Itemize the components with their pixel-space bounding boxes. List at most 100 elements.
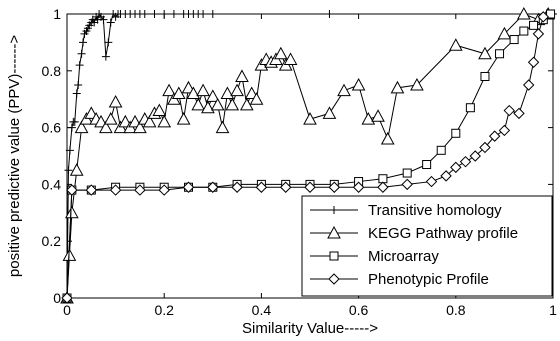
data-point — [186, 86, 201, 100]
data-point — [503, 104, 515, 117]
data-point — [279, 181, 292, 193]
data-point — [65, 146, 74, 155]
data-point — [75, 61, 84, 70]
y-tick-label: 0.4 — [42, 176, 62, 192]
data-point — [509, 35, 519, 45]
series-plus — [63, 10, 557, 302]
data-point — [378, 174, 388, 184]
data-point — [239, 97, 254, 111]
y-axis-label: positive predictive value (PPV)------> — [6, 35, 23, 277]
data-point — [210, 97, 225, 111]
data-point — [220, 86, 235, 100]
data-point — [152, 103, 167, 117]
data-point — [199, 10, 208, 18]
legend: Transitive homology KEGG Pathway profile M… — [301, 195, 553, 297]
data-point — [328, 181, 341, 193]
data-point — [191, 97, 206, 111]
data-point — [208, 10, 217, 18]
axis-ticks: 0 0.2 0.4 0.6 0.8 1 0 0.2 0.4 0.6 0.8 1 — [42, 6, 558, 318]
data-point — [74, 81, 83, 89]
data-point — [158, 184, 170, 196]
data-point — [65, 205, 79, 219]
legend-entry: KEGG Pathway profile — [310, 225, 518, 242]
data-point — [351, 77, 366, 91]
series-diamond — [61, 11, 549, 304]
data-point — [109, 184, 122, 196]
data-point — [207, 181, 219, 193]
data-point — [142, 114, 157, 128]
data-point — [66, 184, 78, 196]
x-tick-label: 1 — [549, 302, 557, 318]
data-point — [106, 18, 115, 27]
data-point — [516, 6, 531, 20]
y-tick-label: 0.2 — [42, 233, 62, 249]
data-point — [283, 52, 298, 65]
data-point — [101, 52, 110, 61]
legend-marker — [328, 273, 340, 285]
data-point — [377, 181, 389, 193]
legend-marker — [327, 225, 341, 239]
legend-entry: Microarray — [310, 248, 439, 265]
data-point — [99, 15, 108, 24]
data-point — [99, 120, 113, 134]
data-point — [532, 28, 545, 40]
data-point — [527, 56, 540, 68]
data-point — [450, 161, 462, 174]
data-point — [150, 10, 159, 18]
data-point — [425, 175, 438, 188]
data-point — [273, 46, 288, 60]
data-point — [182, 181, 195, 193]
data-point — [497, 26, 512, 40]
series-layer — [60, 6, 557, 304]
data-point — [157, 114, 172, 128]
data-point — [171, 86, 186, 100]
data-point — [469, 150, 481, 162]
data-point — [371, 109, 385, 122]
data-point — [160, 10, 169, 18]
data-point — [529, 20, 539, 30]
data-point — [436, 145, 446, 155]
data-point — [205, 89, 220, 102]
data-point — [235, 69, 249, 82]
legend-entry: Phenotypic Profile — [310, 271, 489, 288]
data-point — [215, 120, 230, 134]
data-point — [85, 184, 98, 196]
data-point — [74, 120, 89, 134]
legend-label: Transitive homology — [368, 202, 502, 219]
data-point — [422, 160, 432, 170]
data-point — [176, 112, 191, 125]
data-point — [249, 92, 264, 105]
legend-marker — [330, 206, 338, 214]
data-point — [410, 77, 424, 91]
data-point — [134, 184, 146, 196]
data-point — [108, 94, 123, 108]
data-point — [337, 83, 351, 97]
data-point — [465, 103, 475, 113]
series-triangle — [60, 6, 555, 304]
data-point — [64, 166, 73, 175]
data-point — [304, 181, 316, 193]
x-tick-label: 0.4 — [252, 302, 272, 318]
y-tick-label: 0.8 — [42, 63, 62, 79]
data-point — [479, 141, 491, 154]
x-tick-label: 0 — [63, 302, 71, 318]
legend-label: Phenotypic Profile — [368, 271, 489, 288]
x-tick-label: 0.8 — [446, 302, 466, 318]
data-point — [325, 10, 334, 18]
data-point — [169, 10, 178, 18]
data-point — [303, 112, 317, 125]
data-point — [162, 83, 176, 97]
data-point — [61, 292, 73, 304]
data-point — [480, 71, 490, 81]
x-tick-label: 0.6 — [349, 302, 369, 318]
data-point — [513, 107, 525, 120]
data-point — [69, 163, 84, 176]
data-point — [488, 130, 501, 142]
legend-label: Microarray — [368, 248, 439, 265]
data-point — [103, 112, 118, 125]
data-point — [77, 49, 86, 58]
data-point — [72, 89, 81, 98]
data-point — [104, 38, 113, 47]
data-point — [522, 79, 535, 91]
